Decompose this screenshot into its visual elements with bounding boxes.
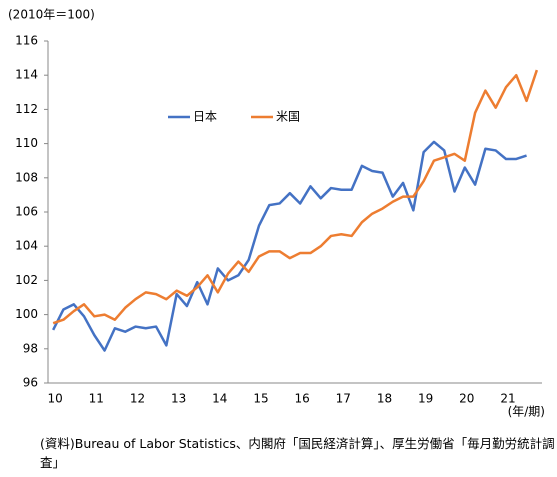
- x-tick-label: 15: [253, 392, 268, 406]
- y-tick-label: 110: [15, 136, 38, 150]
- x-tick-label: 14: [212, 392, 227, 406]
- x-tick-label: 12: [130, 392, 145, 406]
- chart: (2010年＝100) (年/期) 96 98 100 102 104 106 108 110…: [8, 8, 545, 419]
- x-tick-label: 11: [89, 392, 104, 406]
- line-series: [52, 69, 539, 325]
- x-unit: (年/期): [508, 405, 545, 419]
- x-tick-label: 20: [459, 392, 474, 406]
- x-tick-label: 19: [418, 392, 433, 406]
- y-tick-label: 112: [15, 102, 38, 116]
- y-tick-label: 106: [15, 205, 38, 219]
- y-tick-label: 114: [15, 68, 38, 82]
- x-tick-label: 21: [500, 392, 515, 406]
- x-tick-label: 18: [377, 392, 392, 406]
- legend-label: 日本: [193, 110, 217, 124]
- y-tick-label: 104: [15, 239, 38, 253]
- y-tick-label: 108: [15, 170, 38, 184]
- x-tick-label: 13: [171, 392, 186, 406]
- y-tick-label: 98: [23, 341, 38, 355]
- unit-note: (2010年＝100): [8, 8, 95, 22]
- source-note: (資料)Bureau of Labor Statistics、内閣府「国民経済計…: [40, 436, 555, 470]
- y-tick-label: 96: [23, 376, 38, 390]
- x-tick-label: 16: [295, 392, 310, 406]
- y-tick-label: 100: [15, 307, 38, 321]
- y-tick-label: 116: [15, 34, 38, 48]
- legend-label: 米国: [276, 110, 300, 124]
- x-tick-label: 10: [48, 392, 63, 406]
- y-tick-label: 102: [15, 273, 38, 287]
- line-series: [52, 140, 527, 352]
- x-tick-label: 17: [336, 392, 351, 406]
